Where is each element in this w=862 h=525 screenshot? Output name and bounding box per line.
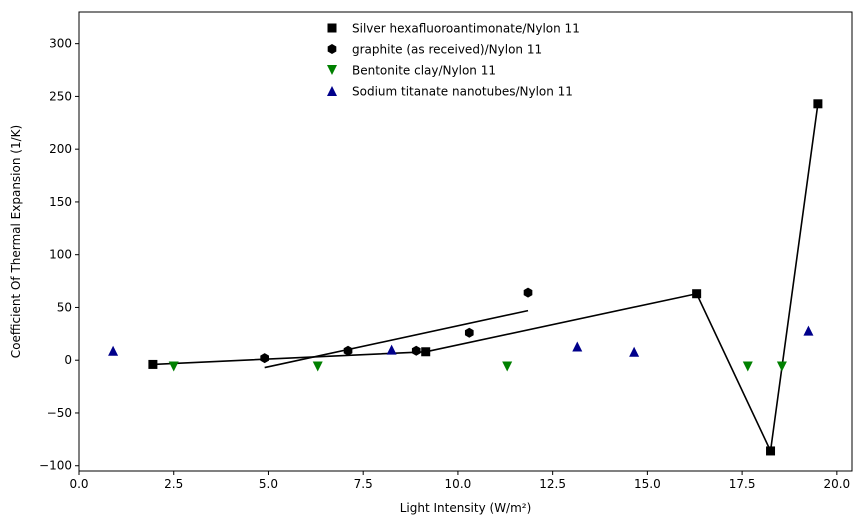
x-tick-label: 20.0 xyxy=(823,477,850,491)
data-point xyxy=(260,353,269,364)
legend-marker xyxy=(327,65,337,75)
legend-label: graphite (as received)/Nylon 11 xyxy=(352,43,542,57)
legend-label: Bentonite clay/Nylon 11 xyxy=(352,64,496,78)
legend-marker xyxy=(327,86,337,96)
x-tick-label: 5.0 xyxy=(259,477,278,491)
data-point xyxy=(502,361,513,372)
x-tick-label: 10.0 xyxy=(445,477,472,491)
plot-frame xyxy=(78,11,853,472)
x-axis: 0.0 2.5 5.0 7.5 10.0 12.5 15.0 17.5 20.0 xyxy=(69,471,850,491)
x-tick-label: 7.5 xyxy=(354,477,373,491)
data-point xyxy=(776,361,787,372)
data-point xyxy=(148,359,158,369)
y-tick-label: 250 xyxy=(49,89,72,103)
y-tick-label: 300 xyxy=(49,37,72,51)
y-tick-label: −100 xyxy=(39,459,72,473)
legend-marker xyxy=(327,23,337,33)
y-axis: −100 −50 0 50 100 150 200 250 300 xyxy=(39,37,79,473)
points-layer xyxy=(108,99,823,456)
data-point xyxy=(572,341,583,352)
data-point xyxy=(692,289,702,299)
x-tick-label: 0.0 xyxy=(69,477,88,491)
data-point xyxy=(312,361,323,372)
data-point xyxy=(742,361,753,372)
y-tick-label: 200 xyxy=(49,142,72,156)
x-tick-label: 17.5 xyxy=(729,477,756,491)
legend-marker xyxy=(327,44,337,54)
y-tick-label: 100 xyxy=(49,248,72,262)
data-point xyxy=(411,345,421,356)
legend: Silver hexafluoroantimonate/Nylon 11 grap… xyxy=(327,22,580,99)
x-axis-title: Light Intensity (W/m²) xyxy=(400,501,532,515)
y-tick-label: 150 xyxy=(49,195,72,209)
data-point xyxy=(523,287,533,298)
connecting-line xyxy=(152,103,819,454)
data-point xyxy=(386,344,397,355)
data-point xyxy=(343,345,353,356)
legend-label: Silver hexafluoroantimonate/Nylon 11 xyxy=(352,22,580,36)
legend-label: Sodium titanate nanotubes/Nylon 11 xyxy=(352,85,573,99)
data-point xyxy=(108,345,119,356)
y-tick-label: −50 xyxy=(47,406,72,420)
y-tick-label: 0 xyxy=(64,353,72,367)
data-point xyxy=(168,361,179,372)
data-point xyxy=(464,327,474,338)
data-point xyxy=(813,99,823,109)
lines-layer xyxy=(152,103,819,454)
y-axis-title: Coefficient Of Thermal Expansion (1/K) xyxy=(9,125,23,358)
x-tick-label: 2.5 xyxy=(164,477,183,491)
data-point xyxy=(421,347,431,357)
x-tick-label: 12.5 xyxy=(539,477,566,491)
data-point xyxy=(629,346,640,357)
data-point xyxy=(803,325,814,336)
x-tick-label: 15.0 xyxy=(634,477,661,491)
fit-line xyxy=(264,309,529,369)
y-tick-label: 50 xyxy=(57,300,72,314)
data-point xyxy=(766,446,776,456)
